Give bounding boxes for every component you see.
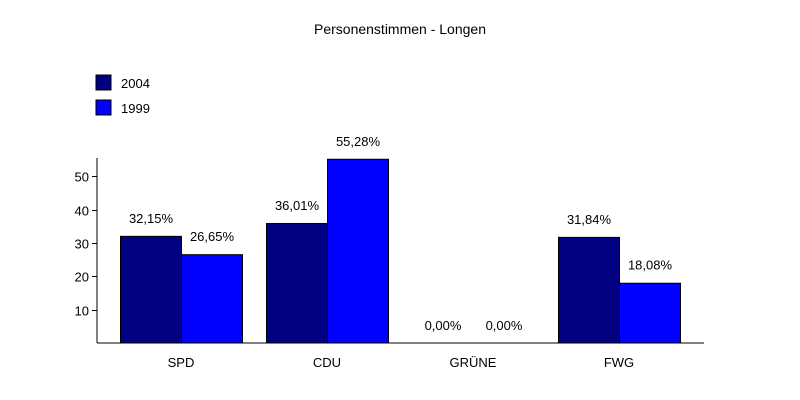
data-label: 0,00% <box>486 318 523 333</box>
y-tick-label: 30 <box>75 237 89 252</box>
x-category-label: CDU <box>313 355 341 370</box>
data-label: 55,28% <box>336 134 381 149</box>
data-label: 31,84% <box>567 212 612 227</box>
bar-2004-spd <box>120 235 182 344</box>
bar-2004-fwg <box>558 236 620 344</box>
data-label: 0,00% <box>425 318 462 333</box>
legend-swatch-1999 <box>95 99 112 116</box>
plot-area: 10 20 30 40 50 32,15% 26,65% SPD 36,01% 55,28% CDU… <box>75 134 704 370</box>
y-tick-label: 10 <box>75 304 89 319</box>
data-label: 26,65% <box>190 229 235 244</box>
x-category-label: GRÜNE <box>450 355 497 370</box>
y-tick-label: 50 <box>75 170 89 185</box>
y-tick-label: 20 <box>75 270 89 285</box>
chart-title: Personenstimmen - Longen <box>314 21 486 37</box>
legend-label-2004: 2004 <box>121 76 150 91</box>
data-label: 36,01% <box>275 198 320 213</box>
y-tick-label: 40 <box>75 204 89 219</box>
legend-label-1999: 1999 <box>121 101 150 116</box>
bar-1999-cdu <box>327 158 389 344</box>
x-category-label: FWG <box>604 355 634 370</box>
bar-1999-spd <box>181 254 243 344</box>
bar-1999-fwg <box>619 282 681 344</box>
data-label: 18,08% <box>628 258 673 273</box>
data-label: 32,15% <box>129 211 174 226</box>
legend: 2004 1999 <box>95 74 150 116</box>
legend-swatch-2004 <box>95 74 112 91</box>
x-category-label: SPD <box>168 355 195 370</box>
bar-2004-cdu <box>266 222 328 344</box>
